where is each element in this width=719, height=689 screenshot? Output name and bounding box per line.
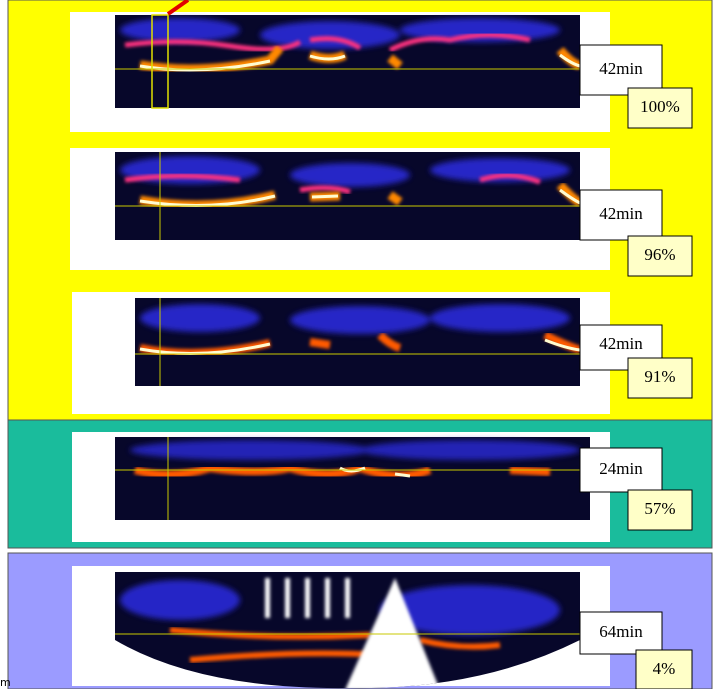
figure: 42min 100% 42min 96% 42min 91% 24min 57%… (0, 0, 719, 689)
score-box: 57% (628, 490, 692, 530)
duration-label: 24min (599, 459, 643, 478)
score-box: 4% (636, 650, 692, 689)
spectrogram (115, 15, 580, 108)
spectrogram (135, 298, 580, 386)
spectrogram (115, 152, 580, 240)
spectrogram (115, 437, 590, 520)
footer-fragment: m (0, 676, 11, 689)
score-label: 57% (644, 499, 675, 518)
page: 42min 100% 42min 96% 42min 91% 24min 57%… (0, 0, 719, 689)
score-box: 91% (628, 358, 692, 398)
duration-label: 64min (599, 622, 643, 641)
duration-box: 64min (580, 612, 662, 654)
score-label: 91% (644, 367, 675, 386)
duration-label: 42min (599, 334, 643, 353)
score-box: 96% (628, 236, 692, 276)
duration-box: 24min (580, 448, 662, 492)
score-label: 100% (640, 97, 680, 116)
duration-box: 42min (580, 190, 662, 240)
duration-label: 42min (599, 59, 643, 78)
duration-label: 42min (599, 204, 643, 223)
score-box: 100% (628, 88, 692, 128)
score-label: 96% (644, 245, 675, 264)
score-label: 4% (653, 659, 676, 678)
